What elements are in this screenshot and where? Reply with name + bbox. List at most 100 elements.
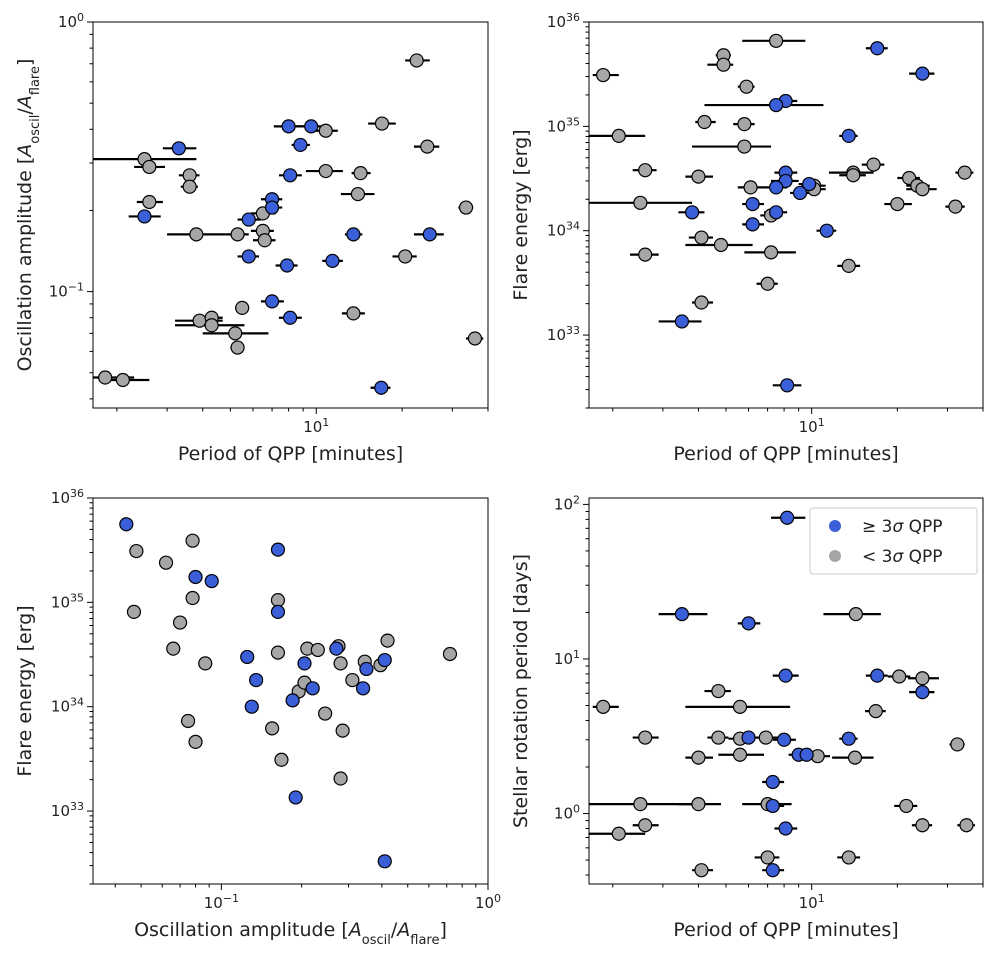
data-point-insignificant xyxy=(346,306,361,321)
data-point-insignificant xyxy=(763,245,779,260)
data-layer xyxy=(119,517,458,869)
data-point-significant xyxy=(374,380,389,395)
y-axis-label-part: Oscillation amplitude [ xyxy=(14,157,36,372)
x-axis-label-part: Period of QPP [minutes] xyxy=(673,919,898,941)
data-point-insignificant xyxy=(353,166,368,181)
y-tick-label-part: 34 xyxy=(566,219,580,232)
y-axis-label-part: Stellar rotation period [days] xyxy=(510,554,532,828)
data-point-insignificant xyxy=(270,645,286,660)
data-layer xyxy=(589,33,974,393)
data-point-insignificant xyxy=(868,703,883,719)
data-point-significant xyxy=(285,693,300,708)
data-point-significant xyxy=(283,310,298,325)
data-point-insignificant xyxy=(442,646,458,662)
y-axis-label: Flare energy [erg] xyxy=(510,129,532,300)
y-tick-label-part: 35 xyxy=(566,115,580,128)
data-point-insignificant xyxy=(126,604,142,620)
y-tick-label: 1035 xyxy=(51,591,84,612)
x-tick-label-part: 0 xyxy=(494,892,501,905)
data-point-significant xyxy=(137,209,152,224)
y-tick-label: 1036 xyxy=(51,487,84,508)
legend-label-part: ≥ 3 xyxy=(862,517,892,537)
data-point-insignificant xyxy=(265,721,280,736)
data-point-insignificant xyxy=(694,230,709,245)
data-point-insignificant xyxy=(185,590,200,606)
plot-frame xyxy=(588,21,984,409)
data-point-insignificant xyxy=(711,730,726,745)
y-tick-label-part: 10 xyxy=(547,13,566,31)
data-point-insignificant xyxy=(374,116,390,131)
legend-label: < 3σ QPP xyxy=(862,547,943,567)
data-point-insignificant xyxy=(711,683,726,699)
data-point-significant xyxy=(281,119,296,134)
data-point-insignificant xyxy=(192,313,207,328)
data-point-significant xyxy=(841,731,856,746)
y-tick-label: 10−1 xyxy=(49,280,84,301)
data-point-insignificant xyxy=(129,543,144,559)
data-point-insignificant xyxy=(959,818,974,833)
data-point-insignificant xyxy=(758,730,773,745)
x-tick-label: 10−1 xyxy=(204,892,239,913)
y-axis-label-part: flare xyxy=(28,66,43,95)
data-point-insignificant xyxy=(318,123,333,138)
y-tick-label-part: 10 xyxy=(51,698,70,716)
data-point-insignificant xyxy=(228,326,243,341)
x-axis-label: Period of QPP [minutes] xyxy=(178,443,403,465)
y-axis-label-part: A xyxy=(14,144,36,159)
data-point-significant xyxy=(359,661,374,677)
x-axis-label-part: Oscillation amplitude [ xyxy=(134,919,349,941)
legend-label-part: < 3 xyxy=(862,547,892,567)
x-tick-label: 101 xyxy=(799,416,825,437)
data-point-insignificant xyxy=(458,200,474,215)
y-tick-label-part: 36 xyxy=(70,487,84,500)
data-point-insignificant xyxy=(691,750,706,765)
y-tick-label: 1034 xyxy=(51,695,84,716)
y-tick-label-part: 10 xyxy=(58,13,77,31)
data-point-insignificant xyxy=(596,699,611,714)
x-axis-label-part: Period of QPP [minutes] xyxy=(673,443,898,465)
data-point-insignificant xyxy=(335,723,350,738)
data-point-significant xyxy=(279,258,295,273)
data-point-significant xyxy=(802,176,817,192)
data-point-significant xyxy=(119,517,134,532)
legend-frame xyxy=(809,507,978,575)
legend-label-part: σ xyxy=(892,547,904,567)
x-tick-label-part: 10 xyxy=(303,418,322,436)
data-point-insignificant xyxy=(890,196,905,212)
y-tick-label-part: 10 xyxy=(547,326,566,344)
x-tick-label-part: −1 xyxy=(223,892,239,905)
data-point-significant xyxy=(778,668,793,683)
x-tick-label-part: 10 xyxy=(799,894,818,912)
y-tick-label-part: 10 xyxy=(554,650,573,668)
legend-marker xyxy=(829,520,841,532)
data-point-significant xyxy=(297,656,312,671)
data-point-insignificant xyxy=(732,747,748,762)
data-point-significant xyxy=(674,607,690,622)
data-point-insignificant xyxy=(467,331,483,346)
data-point-significant xyxy=(329,641,344,656)
data-point-insignificant xyxy=(182,179,197,194)
data-point-insignificant xyxy=(841,258,856,273)
x-tick-label-part: 1 xyxy=(322,416,329,429)
x-axis-label-part: / xyxy=(391,919,398,941)
data-point-significant xyxy=(745,217,760,232)
y-tick-label-part: 10 xyxy=(547,117,566,135)
y-axis-label-part: Flare energy [erg] xyxy=(510,129,532,300)
data-point-insignificant xyxy=(915,182,930,197)
data-point-significant xyxy=(792,185,808,201)
y-tick-label-part: 34 xyxy=(70,695,84,708)
data-point-insignificant xyxy=(739,79,754,94)
data-point-significant xyxy=(325,253,340,268)
y-axis-label: Oscillation amplitude [Aoscil/Aflare] xyxy=(14,59,43,372)
data-point-significant xyxy=(870,41,885,56)
data-point-insignificant xyxy=(180,713,196,729)
data-point-significant xyxy=(765,798,780,814)
y-tick-label: 1034 xyxy=(547,219,580,240)
y-tick-label-part: 0 xyxy=(77,11,84,24)
data-layer xyxy=(93,53,484,395)
data-point-insignificant xyxy=(732,699,748,714)
data-point-insignificant xyxy=(716,57,731,72)
